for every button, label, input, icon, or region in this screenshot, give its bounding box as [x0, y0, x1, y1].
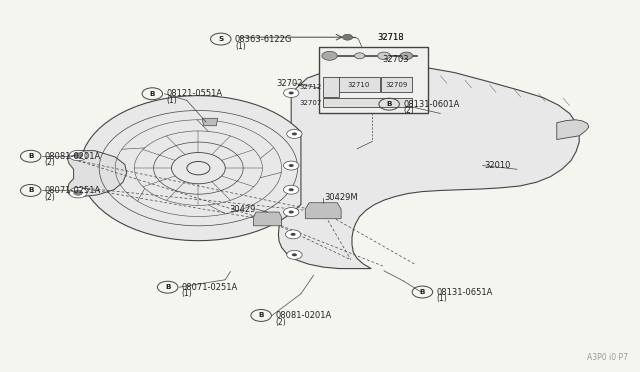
Text: 30429: 30429	[229, 205, 255, 214]
Polygon shape	[202, 118, 218, 126]
Circle shape	[342, 34, 353, 40]
Text: (2): (2)	[45, 193, 56, 202]
Bar	[323, 77, 339, 97]
Circle shape	[74, 153, 83, 158]
Text: 32709: 32709	[385, 82, 407, 88]
Text: 08131-0601A: 08131-0601A	[403, 100, 460, 109]
Text: 08081-0201A: 08081-0201A	[45, 152, 101, 161]
Text: B: B	[150, 91, 155, 97]
Text: (2): (2)	[403, 106, 414, 115]
Text: B: B	[28, 187, 33, 193]
Circle shape	[69, 187, 87, 198]
Circle shape	[285, 230, 301, 239]
Text: 08071-0251A: 08071-0251A	[45, 186, 101, 195]
Polygon shape	[278, 64, 579, 269]
Text: 32010: 32010	[484, 161, 510, 170]
Text: B: B	[28, 153, 33, 159]
Circle shape	[74, 190, 83, 195]
Circle shape	[400, 52, 413, 60]
Text: (1): (1)	[235, 42, 246, 51]
Circle shape	[292, 132, 297, 135]
Text: 08363-6122G: 08363-6122G	[235, 35, 292, 44]
Text: (1): (1)	[436, 294, 447, 303]
Text: 32718: 32718	[378, 33, 404, 42]
Bar	[381, 77, 412, 92]
Text: B: B	[165, 284, 170, 290]
Text: B: B	[420, 289, 425, 295]
Circle shape	[289, 211, 294, 214]
Circle shape	[355, 53, 365, 59]
Text: 32707: 32707	[300, 100, 322, 106]
Circle shape	[378, 52, 390, 60]
Circle shape	[322, 51, 337, 60]
Bar	[319, 46, 428, 113]
Text: B: B	[387, 101, 392, 107]
Polygon shape	[557, 120, 589, 140]
Circle shape	[291, 233, 296, 236]
Text: 32703: 32703	[383, 55, 410, 64]
Text: (2): (2)	[45, 158, 56, 167]
Text: 08121-0551A: 08121-0551A	[166, 89, 223, 98]
Text: A3P0 i0 P7: A3P0 i0 P7	[588, 353, 628, 362]
Text: S: S	[218, 36, 223, 42]
Circle shape	[289, 164, 294, 167]
Circle shape	[284, 89, 299, 97]
Polygon shape	[67, 151, 127, 197]
Circle shape	[289, 92, 294, 94]
Bar	[338, 77, 380, 92]
Text: 08081-0201A: 08081-0201A	[275, 311, 332, 320]
Text: 32710: 32710	[348, 82, 370, 88]
Text: 32718: 32718	[378, 33, 404, 42]
Text: (2): (2)	[275, 318, 286, 327]
Circle shape	[284, 185, 299, 194]
Polygon shape	[305, 203, 341, 219]
Circle shape	[287, 129, 302, 138]
Text: 32712: 32712	[300, 84, 322, 90]
Text: (1): (1)	[166, 96, 177, 105]
Polygon shape	[80, 96, 301, 241]
Text: 32702: 32702	[276, 79, 303, 88]
Circle shape	[292, 253, 297, 256]
Circle shape	[289, 188, 294, 191]
Circle shape	[287, 250, 302, 259]
Text: 08071-0251A: 08071-0251A	[182, 283, 238, 292]
Bar	[323, 98, 412, 107]
Circle shape	[284, 161, 299, 170]
Text: 30429M: 30429M	[324, 193, 358, 202]
Circle shape	[69, 150, 87, 161]
Text: B: B	[259, 312, 264, 318]
Polygon shape	[253, 212, 282, 226]
Circle shape	[284, 208, 299, 217]
Text: 08131-0651A: 08131-0651A	[436, 288, 493, 296]
Text: (1): (1)	[182, 289, 193, 298]
